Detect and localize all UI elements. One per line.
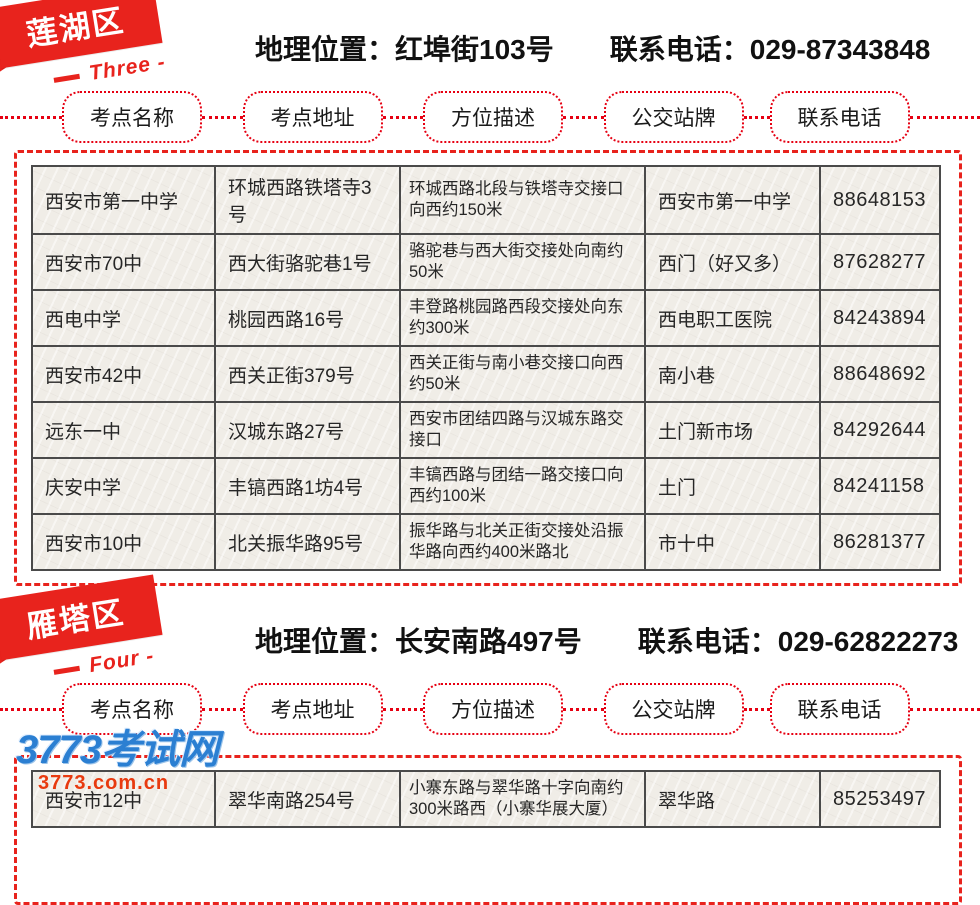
- district-index-label: Three -: [52, 50, 167, 91]
- site-logo: 3773考试网: [16, 730, 218, 770]
- site-domain: 3773.com.cn: [38, 773, 218, 793]
- cell-site-address: 桃园西路16号: [215, 290, 400, 346]
- phone-label: 联系电话：: [638, 626, 778, 657]
- cell-direction-desc: 环城西路北段与铁塔寺交接口向西约150米: [400, 166, 645, 234]
- cell-bus-stop: 土门新市场: [645, 402, 820, 458]
- cell-bus-stop: 西安市第一中学: [645, 166, 820, 234]
- cell-site-address: 北关振华路95号: [215, 514, 400, 570]
- pill-exam-site-address: 考点地址: [243, 683, 383, 735]
- table-row: 西安市第一中学环城西路铁塔寺3号环城西路北段与铁塔寺交接口向西约150米西安市第…: [32, 166, 940, 234]
- dotted-connector: [910, 116, 980, 119]
- cell-bus-stop: 西门（好又多）: [645, 234, 820, 290]
- pill-contact-phone: 联系电话: [770, 683, 910, 735]
- cell-phone: 85253497: [820, 771, 940, 827]
- cell-site-name: 西安市10中: [32, 514, 215, 570]
- cell-direction-desc: 骆驼巷与西大街交接处向南约50米: [400, 234, 645, 290]
- dotted-connector: [202, 708, 243, 711]
- cell-phone: 84241158: [820, 458, 940, 514]
- cell-site-name: 西安市42中: [32, 346, 215, 402]
- column-pills-row: 考点名称 考点地址 方位描述 公交站牌 联系电话: [0, 684, 980, 734]
- phone-value: 029-87343848: [750, 34, 931, 65]
- pill-direction-desc: 方位描述: [423, 91, 563, 143]
- cell-phone: 84243894: [820, 290, 940, 346]
- location-label: 地理位置：: [255, 34, 395, 65]
- dotted-connector: [202, 116, 243, 119]
- ribbon-fold-shape: [0, 42, 24, 82]
- cell-site-name: 远东一中: [32, 402, 215, 458]
- site-watermark: 3773考试网 3773.com.cn: [16, 730, 218, 793]
- district-name-ribbon: 雁塔区: [0, 575, 163, 661]
- ribbon-fold-shape: [0, 634, 24, 674]
- cell-bus-stop: 土门: [645, 458, 820, 514]
- column-pills-row: 考点名称 考点地址 方位描述 公交站牌 联系电话: [0, 92, 980, 142]
- cell-site-address: 西大街骆驼巷1号: [215, 234, 400, 290]
- pill-bus-stop: 公交站牌: [604, 91, 744, 143]
- cell-bus-stop: 南小巷: [645, 346, 820, 402]
- pill-contact-phone: 联系电话: [770, 91, 910, 143]
- dotted-connector: [910, 708, 980, 711]
- exam-sites-table-box: 西安市第一中学环城西路铁塔寺3号环城西路北段与铁塔寺交接口向西约150米西安市第…: [14, 150, 962, 586]
- cell-phone: 88648153: [820, 166, 940, 234]
- dotted-connector: [383, 708, 424, 711]
- cell-bus-stop: 市十中: [645, 514, 820, 570]
- cell-site-name: 西安市第一中学: [32, 166, 215, 234]
- cell-phone: 84292644: [820, 402, 940, 458]
- district-name-ribbon: 莲湖区: [0, 0, 163, 68]
- cell-direction-desc: 振华路与北关正街交接处沿振华路向西约400米路北: [400, 514, 645, 570]
- cell-direction-desc: 丰登路桃园路西段交接处向东约300米: [400, 290, 645, 346]
- cell-site-address: 环城西路铁塔寺3号: [215, 166, 400, 234]
- dotted-connector: [0, 708, 62, 711]
- dotted-connector: [383, 116, 424, 119]
- pill-bus-stop: 公交站牌: [604, 683, 744, 735]
- cell-site-name: 西安市70中: [32, 234, 215, 290]
- exam-sites-table: 西安市第一中学环城西路铁塔寺3号环城西路北段与铁塔寺交接口向西约150米西安市第…: [31, 165, 941, 571]
- pill-direction-desc: 方位描述: [423, 683, 563, 735]
- cell-bus-stop: 西电职工医院: [645, 290, 820, 346]
- pill-exam-site-name: 考点名称: [62, 91, 202, 143]
- location-value: 红埠街103号: [395, 34, 554, 65]
- cell-bus-stop: 翠华路: [645, 771, 820, 827]
- district-index-label: Four -: [52, 644, 156, 684]
- cell-site-name: 庆安中学: [32, 458, 215, 514]
- cell-direction-desc: 丰镐西路与团结一路交接口向西约100米: [400, 458, 645, 514]
- dotted-connector: [0, 116, 62, 119]
- location-label: 地理位置：: [255, 626, 395, 657]
- location-value: 长安南路497号: [395, 626, 582, 657]
- cell-site-address: 翠华南路254号: [215, 771, 400, 827]
- phone-value: 029-62822273: [778, 626, 959, 657]
- cell-site-address: 丰镐西路1坊4号: [215, 458, 400, 514]
- dotted-connector: [563, 116, 604, 119]
- section-header: 地理位置：红埠街103号 联系电话：029-87343848: [255, 28, 955, 68]
- cell-site-address: 汉城东路27号: [215, 402, 400, 458]
- dotted-connector: [744, 708, 770, 711]
- cell-phone: 88648692: [820, 346, 940, 402]
- cell-direction-desc: 西关正街与南小巷交接口向西约50米: [400, 346, 645, 402]
- phone-label: 联系电话：: [610, 34, 750, 65]
- table-row: 西安市70中西大街骆驼巷1号骆驼巷与西大街交接处向南约50米西门（好又多）876…: [32, 234, 940, 290]
- cell-phone: 86281377: [820, 514, 940, 570]
- section-header: 地理位置：长安南路497号联系电话：029-62822273: [255, 620, 955, 660]
- cell-direction-desc: 西安市团结四路与汉城东路交接口: [400, 402, 645, 458]
- pill-exam-site-address: 考点地址: [243, 91, 383, 143]
- dotted-connector: [563, 708, 604, 711]
- cell-site-name: 西电中学: [32, 290, 215, 346]
- cell-site-address: 西关正街379号: [215, 346, 400, 402]
- cell-direction-desc: 小寨东路与翠华路十字向南约300米路西（小寨华展大厦）: [400, 771, 645, 827]
- table-row: 西安市10中北关振华路95号振华路与北关正街交接处沿振华路向西约400米路北市十…: [32, 514, 940, 570]
- dotted-connector: [744, 116, 770, 119]
- cell-phone: 87628277: [820, 234, 940, 290]
